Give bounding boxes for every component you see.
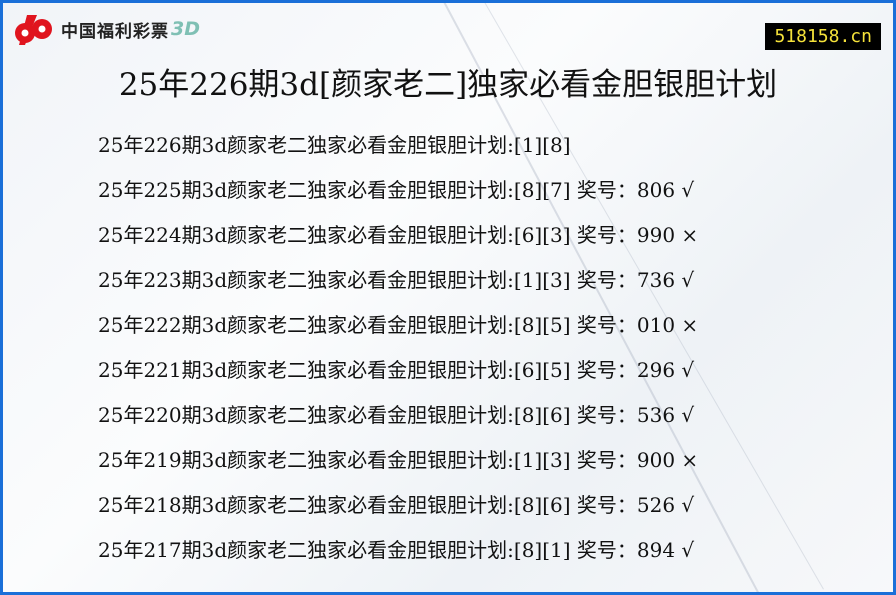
lottery-logo: 中国福利彩票 3D xyxy=(11,11,200,47)
plan-list: 25年226期3d颜家老二独家必看金胆银胆计划:[1][8] 25年225期3d… xyxy=(98,131,698,581)
welfare-lottery-logo-icon xyxy=(15,15,52,45)
list-item: 25年224期3d颜家老二独家必看金胆银胆计划:[6][3] 奖号：990 × xyxy=(98,223,699,247)
list-item: 25年221期3d颜家老二独家必看金胆银胆计划:[6][5] 奖号：296 √ xyxy=(98,358,695,382)
list-item: 25年223期3d颜家老二独家必看金胆银胆计划:[1][3] 奖号：736 √ xyxy=(98,268,695,292)
list-item: 25年226期3d颜家老二独家必看金胆银胆计划:[1][8] xyxy=(98,133,571,157)
page-title: 25年226期3d[颜家老二]独家必看金胆银胆计划 xyxy=(118,67,778,103)
list-item: 25年218期3d颜家老二独家必看金胆银胆计划:[8][6] 奖号：526 √ xyxy=(98,493,695,517)
list-item: 25年219期3d颜家老二独家必看金胆银胆计划:[1][3] 奖号：900 × xyxy=(98,448,699,472)
site-badge: 518158.cn xyxy=(765,23,881,50)
logo-text: 中国福利彩票 xyxy=(61,21,169,42)
list-item: 25年225期3d颜家老二独家必看金胆银胆计划:[8][7] 奖号：806 √ xyxy=(98,178,695,202)
list-item: 25年220期3d颜家老二独家必看金胆银胆计划:[8][6] 奖号：536 √ xyxy=(98,403,695,427)
list-item: 25年217期3d颜家老二独家必看金胆银胆计划:[8][1] 奖号：894 √ xyxy=(98,538,695,562)
list-item: 25年222期3d颜家老二独家必看金胆银胆计划:[8][5] 奖号：010 × xyxy=(98,313,699,337)
logo-suffix: 3D xyxy=(171,18,200,40)
